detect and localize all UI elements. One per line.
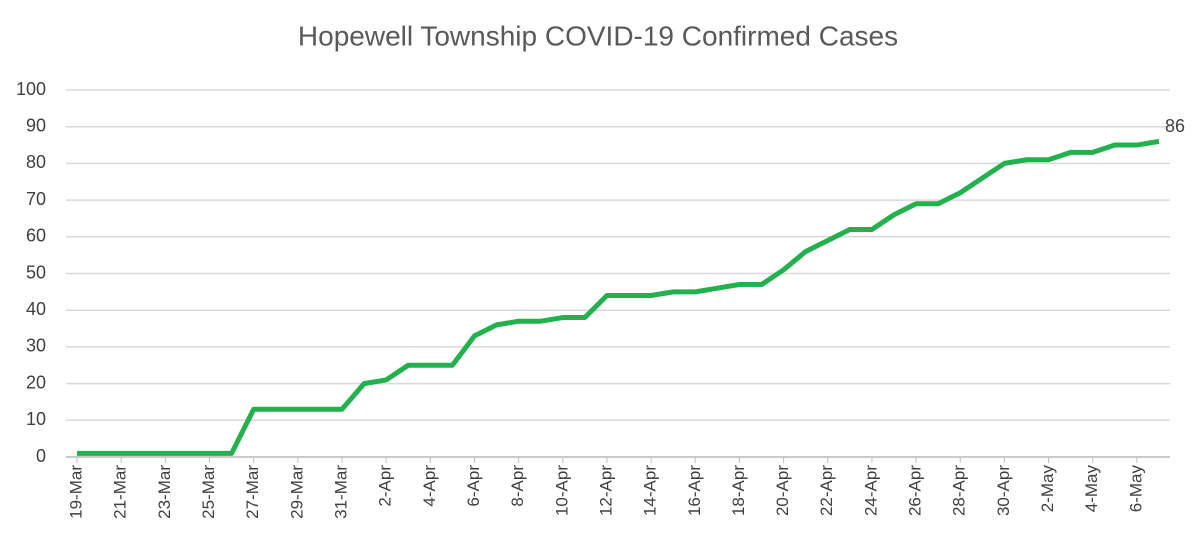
x-tick-label: 12-Apr <box>596 465 615 516</box>
y-tick-label: 70 <box>26 189 46 209</box>
x-tick-label: 24-Apr <box>861 465 880 516</box>
x-tick-label: 14-Apr <box>641 465 660 516</box>
y-tick-label: 40 <box>26 299 46 319</box>
x-tick-label: 4-May <box>1082 465 1101 513</box>
x-tick-label: 19-Mar <box>67 465 86 519</box>
data-label: 86 <box>1165 116 1185 136</box>
y-tick-label: 50 <box>26 262 46 282</box>
x-tick-label: 25-Mar <box>199 465 218 519</box>
y-tick-label: 80 <box>26 152 46 172</box>
x-tick-label: 21-Mar <box>111 465 130 519</box>
x-tick-label: 10-Apr <box>552 465 571 516</box>
x-tick-label: 22-Apr <box>817 465 836 516</box>
x-tick-label: 6-May <box>1126 465 1145 513</box>
x-tick-label: 27-Mar <box>243 465 262 519</box>
chart-title: Hopewell Township COVID-19 Confirmed Cas… <box>298 20 898 51</box>
y-tick-label: 60 <box>26 226 46 246</box>
x-tick-label: 8-Apr <box>508 465 527 507</box>
x-tick-label: 31-Mar <box>331 465 350 519</box>
x-tick-label: 29-Mar <box>287 465 306 519</box>
x-tick-label: 18-Apr <box>729 465 748 516</box>
x-tick-label: 2-Apr <box>376 465 395 507</box>
y-tick-label: 100 <box>16 79 46 99</box>
x-tick-label: 20-Apr <box>773 465 792 516</box>
x-tick-label: 26-Apr <box>906 465 925 516</box>
x-tick-label: 28-Apr <box>950 465 969 516</box>
x-tick-label: 2-May <box>1038 465 1057 513</box>
x-tick-label: 23-Mar <box>155 465 174 519</box>
y-tick-label: 90 <box>26 115 46 135</box>
y-tick-label: 0 <box>36 446 46 466</box>
x-tick-label: 6-Apr <box>464 465 483 507</box>
line-series <box>77 138 1160 456</box>
x-tick-label: 16-Apr <box>685 465 704 516</box>
x-tick-label: 30-Apr <box>994 465 1013 516</box>
y-tick-label: 10 <box>26 409 46 429</box>
y-tick-label: 30 <box>26 336 46 356</box>
y-tick-label: 20 <box>26 372 46 392</box>
x-tick-label: 4-Apr <box>420 465 439 507</box>
